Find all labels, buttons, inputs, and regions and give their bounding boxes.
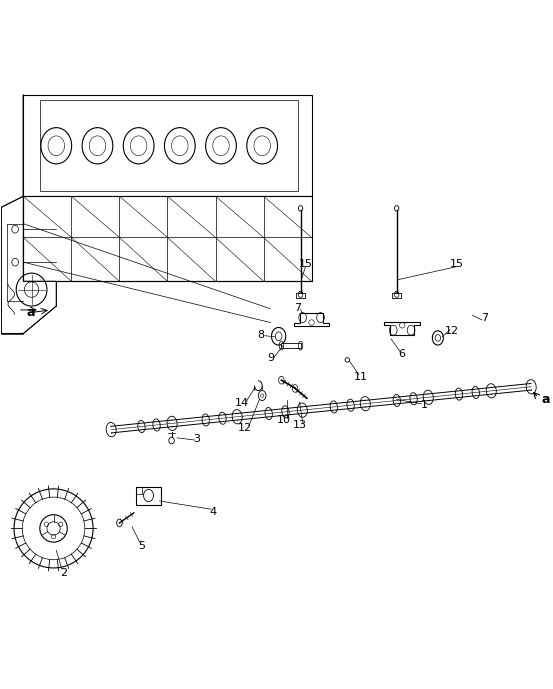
Text: 7: 7 bbox=[481, 313, 488, 323]
Polygon shape bbox=[137, 487, 160, 505]
Polygon shape bbox=[392, 293, 401, 298]
Text: 15: 15 bbox=[299, 259, 312, 269]
Text: 12: 12 bbox=[238, 423, 252, 433]
Polygon shape bbox=[40, 100, 298, 191]
Text: 10: 10 bbox=[276, 415, 290, 424]
Polygon shape bbox=[2, 94, 56, 333]
Text: 7: 7 bbox=[294, 302, 301, 313]
Text: 1: 1 bbox=[421, 400, 427, 410]
Polygon shape bbox=[281, 343, 301, 348]
Polygon shape bbox=[23, 94, 311, 196]
Text: 15: 15 bbox=[450, 259, 464, 269]
Text: 11: 11 bbox=[354, 373, 368, 382]
Text: a: a bbox=[541, 393, 550, 406]
Polygon shape bbox=[296, 293, 305, 298]
Polygon shape bbox=[294, 313, 330, 325]
Text: 14: 14 bbox=[235, 398, 249, 408]
Text: 5: 5 bbox=[138, 541, 145, 551]
Polygon shape bbox=[23, 196, 311, 281]
Text: 13: 13 bbox=[293, 420, 307, 430]
Polygon shape bbox=[384, 322, 420, 335]
Text: 8: 8 bbox=[258, 329, 265, 340]
Text: 2: 2 bbox=[60, 568, 67, 579]
Text: 3: 3 bbox=[193, 434, 200, 444]
Text: 6: 6 bbox=[399, 349, 406, 360]
Text: 9: 9 bbox=[267, 353, 274, 363]
Text: a: a bbox=[26, 306, 35, 319]
Text: 12: 12 bbox=[445, 327, 458, 336]
Text: 4: 4 bbox=[209, 507, 216, 517]
